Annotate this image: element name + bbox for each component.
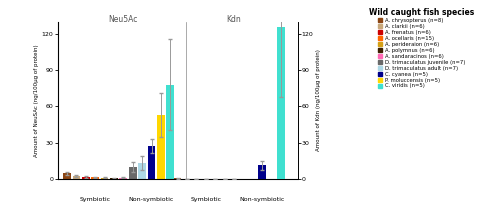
Bar — [148, 146, 156, 179]
Bar — [138, 163, 146, 179]
Bar — [258, 165, 266, 179]
Bar — [120, 178, 127, 179]
Y-axis label: Amount of NeuSAc (ng/100μg of protein): Amount of NeuSAc (ng/100μg of protein) — [34, 44, 39, 157]
Bar — [277, 27, 285, 179]
Bar — [167, 85, 174, 179]
Text: Kdn: Kdn — [227, 15, 241, 24]
Bar — [63, 173, 71, 179]
Bar — [129, 167, 137, 179]
Y-axis label: Amount of Kdn (ng/100μg of protein): Amount of Kdn (ng/100μg of protein) — [316, 49, 321, 151]
Bar — [174, 178, 181, 179]
Bar — [101, 178, 108, 179]
Legend: A. chrysopterus (n=8), A. clarkii (n=6), A. frenatus (n=6), A. ocellaris (n=15),: A. chrysopterus (n=8), A. clarkii (n=6),… — [368, 7, 475, 90]
Bar — [91, 177, 99, 179]
Bar — [82, 177, 90, 179]
Text: Neu5Ac: Neu5Ac — [108, 15, 138, 24]
Bar — [110, 178, 118, 179]
Bar — [72, 176, 80, 179]
Bar — [157, 115, 165, 179]
